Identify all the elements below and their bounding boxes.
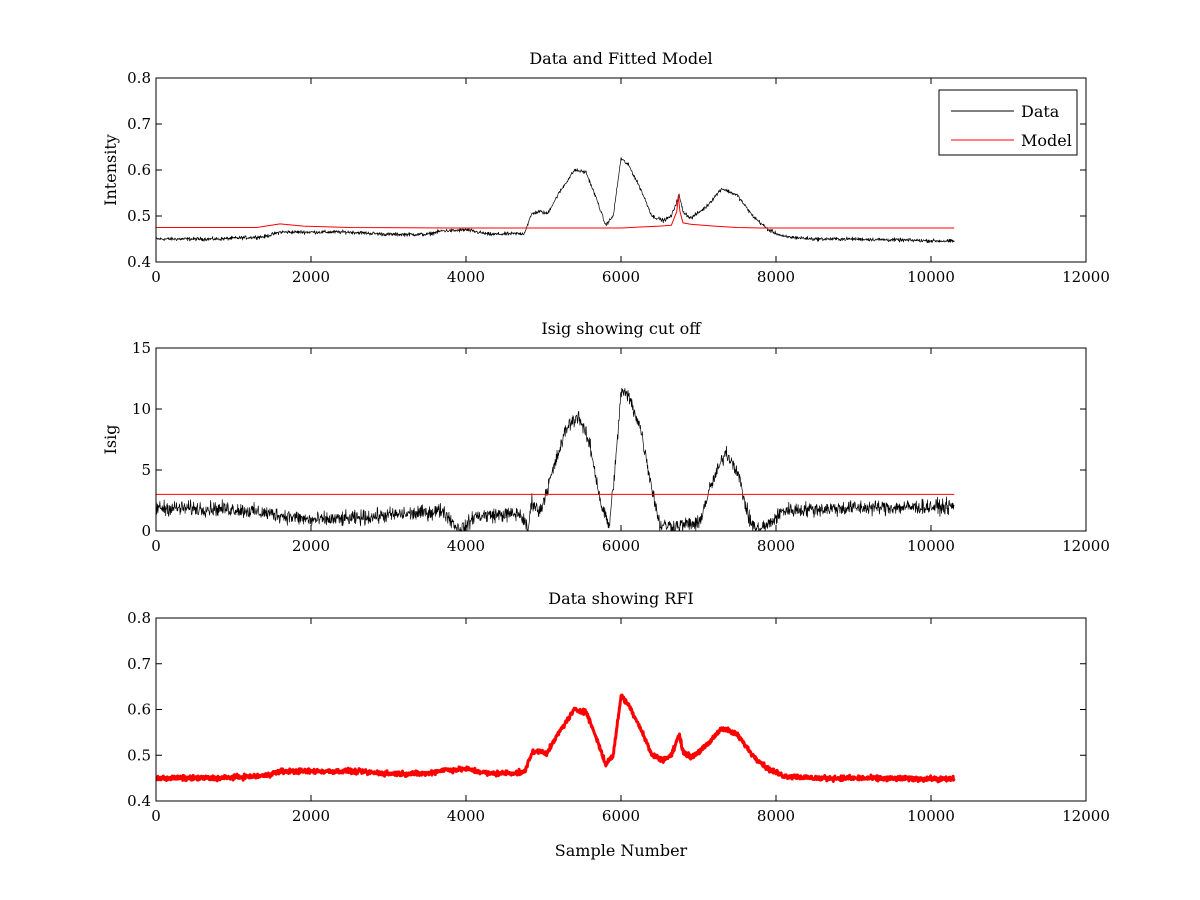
x-tick-label: 4000 bbox=[447, 537, 485, 555]
chart-title: Isig showing cut off bbox=[541, 319, 702, 338]
legend-label: Data bbox=[1021, 102, 1060, 121]
y-tick-label: 0.5 bbox=[127, 746, 151, 764]
chart-title: Data and Fitted Model bbox=[529, 49, 712, 68]
x-tick-label: 6000 bbox=[602, 537, 640, 555]
y-tick-label: 5 bbox=[141, 461, 151, 479]
series-line-1 bbox=[156, 693, 956, 784]
y-tick-label: 10 bbox=[132, 400, 151, 418]
y-tick-label: 0.7 bbox=[127, 115, 151, 133]
y-tick-label: 0.8 bbox=[127, 69, 151, 87]
x-tick-label: 10000 bbox=[907, 537, 955, 555]
x-tick-label: 12000 bbox=[1062, 537, 1110, 555]
x-tick-label: 12000 bbox=[1062, 268, 1110, 286]
y-axis-label: Intensity bbox=[101, 134, 120, 206]
y-tick-label: 0.5 bbox=[127, 207, 151, 225]
y-tick-label: 0.6 bbox=[127, 161, 151, 179]
x-tick-label: 10000 bbox=[907, 807, 955, 825]
x-tick-label: 10000 bbox=[907, 268, 955, 286]
series-line-1 bbox=[156, 387, 955, 531]
y-tick-label: 0.8 bbox=[127, 609, 151, 627]
x-tick-label: 8000 bbox=[757, 807, 795, 825]
x-tick-label: 2000 bbox=[292, 537, 330, 555]
x-tick-label: 8000 bbox=[757, 268, 795, 286]
y-tick-label: 0 bbox=[141, 522, 151, 540]
x-tick-label: 8000 bbox=[757, 537, 795, 555]
x-tick-label: 0 bbox=[151, 537, 161, 555]
x-axis-label: Sample Number bbox=[555, 841, 688, 860]
legend-label: Model bbox=[1021, 131, 1072, 150]
x-tick-label: 6000 bbox=[602, 807, 640, 825]
x-tick-label: 2000 bbox=[292, 268, 330, 286]
x-tick-label: 12000 bbox=[1062, 807, 1110, 825]
y-tick-label: 0.4 bbox=[127, 792, 151, 810]
chart-panel-2: 0 2000 4000 6000 8000 10000 12000 0 5 10 15 Isig sh… bbox=[101, 319, 1110, 555]
series-line-data bbox=[156, 157, 955, 244]
x-tick-label: 2000 bbox=[292, 807, 330, 825]
x-tick-label: 6000 bbox=[602, 268, 640, 286]
x-tick-label: 0 bbox=[151, 807, 161, 825]
y-axis-label: Isig bbox=[101, 425, 120, 455]
x-tick-label: 4000 bbox=[447, 268, 485, 286]
chart-panel-1: 0 2000 4000 6000 8000 10000 12000 0.4 0.5 0.6 0.7 0… bbox=[101, 49, 1110, 286]
legend-box bbox=[938, 89, 1078, 156]
x-tick-label: 0 bbox=[151, 268, 161, 286]
chart-panel-3: 0 2000 4000 6000 8000 10000 12000 0.4 0.5 0.6 0.7 0… bbox=[127, 589, 1110, 860]
series-line-model bbox=[156, 194, 955, 229]
y-tick-label: 15 bbox=[132, 339, 151, 357]
y-tick-label: 0.4 bbox=[127, 253, 151, 271]
y-tick-label: 0.7 bbox=[127, 655, 151, 673]
y-tick-label: 0.6 bbox=[127, 701, 151, 719]
chart-title: Data showing RFI bbox=[548, 589, 693, 608]
legend: Data Model bbox=[938, 89, 1078, 156]
x-tick-label: 4000 bbox=[447, 807, 485, 825]
